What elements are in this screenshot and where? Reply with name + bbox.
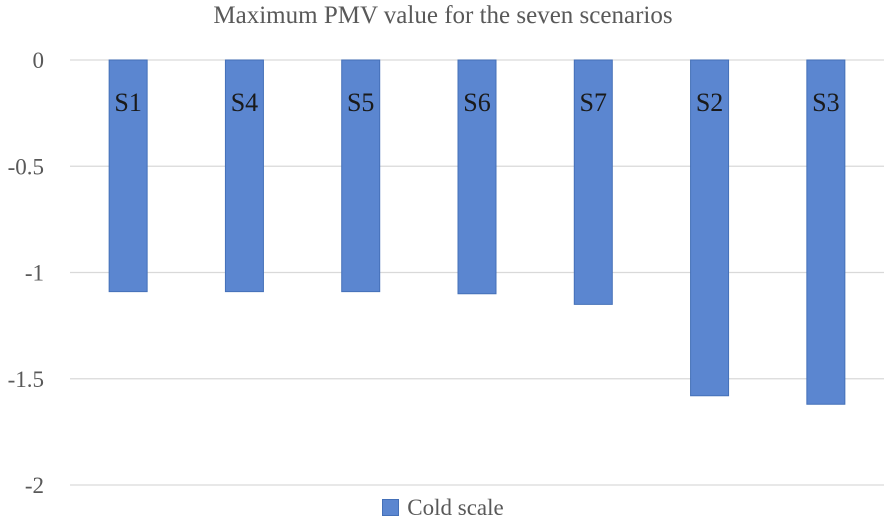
category-label-s5: S5 <box>347 88 374 117</box>
category-label-s4: S4 <box>231 88 258 117</box>
y-tick-label: -0.5 <box>8 154 44 179</box>
category-label-s1: S1 <box>114 88 141 117</box>
legend-swatch <box>382 499 400 516</box>
legend: Cold scale <box>0 495 886 521</box>
y-tick-label: -1.5 <box>8 367 44 392</box>
category-label-s3: S3 <box>812 88 839 117</box>
bar-s5 <box>341 59 381 293</box>
bar-s4 <box>224 59 264 293</box>
chart-title: Maximum PMV value for the seven scenario… <box>213 2 673 29</box>
y-axis-ticks: 0 -0.5 -1 -1.5 -2 <box>8 48 44 498</box>
category-label-s2: S2 <box>696 88 723 117</box>
y-tick-label: 0 <box>33 48 45 73</box>
bar-s1 <box>108 59 148 293</box>
bar-s7 <box>573 59 613 305</box>
bar-s3 <box>806 59 846 405</box>
category-label-s7: S7 <box>580 88 607 117</box>
bar-labels: S1 S4 S5 S6 S7 S2 S3 <box>114 88 839 117</box>
bar-s6 <box>457 59 497 295</box>
category-label-s6: S6 <box>463 88 490 117</box>
y-tick-label: -2 <box>25 473 44 498</box>
bars <box>108 59 846 405</box>
bar-s2 <box>690 59 730 397</box>
y-tick-label: -1 <box>25 261 44 286</box>
legend-label: Cold scale <box>407 495 504 520</box>
